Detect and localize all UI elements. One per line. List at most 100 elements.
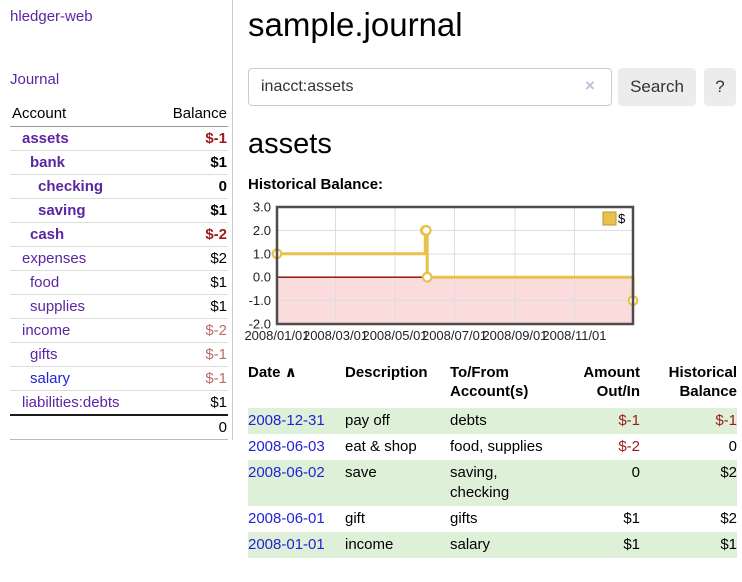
svg-text:$: $ [618, 211, 626, 226]
account-link-income[interactable]: income [22, 322, 71, 339]
transaction-row: 2008-12-31 pay off debts $-1 $-1 [248, 408, 737, 434]
sort-asc-icon: ∧ [284, 364, 297, 381]
account-link-bank[interactable]: bank [30, 154, 66, 171]
transaction-date-link[interactable]: 2008-01-01 [248, 536, 325, 553]
main-content: sample.journal × Search ? assets Histori… [244, 0, 742, 582]
transaction-row: 2008-06-02 save saving, checking 0 $2 [248, 460, 737, 506]
account-link-checking[interactable]: checking [38, 178, 104, 195]
chart-title: Historical Balance: [248, 176, 384, 193]
column-header-accounts: To/From Account(s) [450, 364, 529, 400]
accounts-total-row: 0 [10, 414, 228, 440]
transaction-row: 2008-06-03 eat & shop food, supplies $-2… [248, 434, 737, 460]
transaction-date-link[interactable]: 2008-06-03 [248, 438, 325, 455]
account-balance: $-2 [153, 222, 228, 247]
account-row-gifts: gifts $-1 [10, 342, 228, 367]
clear-search-icon[interactable]: × [585, 76, 595, 95]
transaction-amount: $1 [623, 510, 640, 527]
account-balance: $-1 [153, 366, 228, 391]
account-heading: assets [248, 128, 332, 160]
accounts-table: Account Balance assets $-1 bank $1 check… [10, 103, 228, 440]
account-balance: $1 [153, 270, 228, 295]
account-link-gifts[interactable]: gifts [30, 346, 58, 363]
transaction-balance: $-1 [715, 412, 737, 429]
svg-text:2008/11/01: 2008/11/01 [542, 328, 606, 343]
svg-text:-2.0: -2.0 [249, 317, 271, 332]
search-button[interactable]: Search [618, 68, 696, 106]
account-link-cash[interactable]: cash [30, 226, 65, 243]
account-row-expenses: expenses $2 [10, 246, 228, 271]
transaction-amount: $-1 [618, 412, 640, 429]
account-link-liabilities-debts[interactable]: liabilities:debts [22, 394, 120, 411]
svg-text:3.0: 3.0 [253, 202, 271, 215]
account-balance: $2 [153, 246, 228, 271]
account-row-assets: assets $-1 [10, 126, 228, 151]
account-row-checking: checking 0 [10, 174, 228, 199]
account-balance: $1 [153, 150, 228, 175]
transaction-accounts: food, supplies [450, 438, 543, 455]
account-row-liabilities-debts: liabilities:debts $1 [10, 390, 228, 416]
transaction-balance: 0 [728, 438, 737, 455]
sidebar: hledger-web Journal Account Balance asse… [0, 0, 233, 440]
column-header-description: Description [345, 364, 428, 381]
search-bar: × Search ? [248, 68, 742, 106]
transaction-accounts: gifts [450, 510, 478, 527]
transaction-balance: $2 [720, 464, 737, 481]
svg-text:2008/01/01: 2008/01/01 [244, 328, 309, 343]
transaction-accounts: debts [450, 412, 487, 429]
account-balance: $1 [153, 198, 228, 223]
transaction-date-link[interactable]: 2008-06-02 [248, 464, 325, 481]
transaction-amount: 0 [631, 464, 640, 481]
svg-text:2008/03/01: 2008/03/01 [303, 328, 368, 343]
register-table: Date ∧ Description To/From Account(s) Am… [248, 363, 737, 558]
account-row-food: food $1 [10, 270, 228, 295]
account-balance: $1 [153, 294, 228, 319]
register-header-row: Date ∧ Description To/From Account(s) Am… [248, 363, 737, 408]
column-header-date[interactable]: Date ∧ [248, 364, 297, 381]
account-row-income: income $-2 [10, 318, 228, 343]
transaction-date-link[interactable]: 2008-06-01 [248, 510, 325, 527]
sidebar-item-journal[interactable]: Journal [10, 71, 60, 88]
help-button[interactable]: ? [704, 68, 736, 106]
app-title-link[interactable]: hledger-web [10, 8, 93, 25]
transaction-accounts: saving, checking [450, 464, 510, 501]
account-balance: 0 [153, 174, 228, 199]
svg-text:2008/05/01: 2008/05/01 [362, 328, 427, 343]
account-link-food[interactable]: food [30, 274, 60, 291]
accounts-header-balance: Balance [153, 103, 228, 127]
column-header-amount: Amount Out/In [583, 364, 640, 400]
page-title: sample.journal [248, 6, 463, 43]
account-balance: $1 [153, 390, 228, 416]
account-link-saving[interactable]: saving [38, 202, 86, 219]
transaction-description: pay off [345, 412, 390, 429]
accounts-table-header: Account Balance [10, 103, 228, 127]
svg-text:1.0: 1.0 [253, 246, 271, 261]
account-link-expenses[interactable]: expenses [22, 250, 87, 267]
transaction-description: eat & shop [345, 438, 417, 455]
transaction-row: 2008-06-01 gift gifts $1 $2 [248, 506, 737, 532]
account-link-supplies[interactable]: supplies [30, 298, 86, 315]
svg-text:0.0: 0.0 [253, 270, 271, 285]
account-row-cash: cash $-2 [10, 222, 228, 247]
transaction-amount: $-2 [618, 438, 640, 455]
transaction-description: gift [345, 510, 366, 527]
search-input[interactable] [248, 68, 612, 106]
svg-text:2008/09/01: 2008/09/01 [482, 328, 547, 343]
transaction-description: save [345, 464, 377, 481]
svg-text:2.0: 2.0 [253, 223, 271, 238]
account-link-assets[interactable]: assets [22, 130, 69, 147]
transaction-balance: $1 [720, 536, 737, 553]
transaction-row: 2008-01-01 income salary $1 $1 [248, 532, 737, 558]
account-row-salary: salary $-1 [10, 366, 228, 391]
transaction-date-link[interactable]: 2008-12-31 [248, 412, 325, 429]
accounts-total-value: 0 [153, 414, 228, 440]
account-link-salary[interactable]: salary [30, 370, 71, 387]
transaction-amount: $1 [623, 536, 640, 553]
account-balance: $-1 [153, 126, 228, 151]
historical-balance-chart: $3.0 2.0 1.0 0.0 -1.0 -2.02008/01/012008/03/0… [244, 202, 639, 343]
column-header-balance: Historical Balance [668, 364, 737, 400]
account-row-bank: bank $1 [10, 150, 228, 175]
account-row-supplies: supplies $1 [10, 294, 228, 319]
transaction-description: income [345, 536, 394, 553]
accounts-header-account: Account [10, 103, 154, 127]
